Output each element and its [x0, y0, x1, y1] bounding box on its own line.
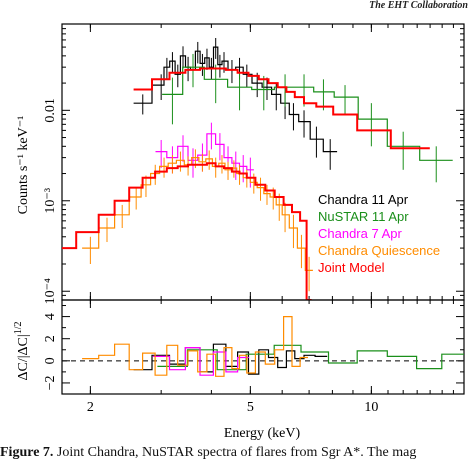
spectrum-y-axis-title: Counts s⁻¹ keV⁻¹ [16, 116, 31, 215]
residual-y-tick-label: 0 [43, 357, 58, 364]
legend-entry-chandra-quiescence: Chandra Quiescence [318, 243, 440, 258]
y-tick-label: 10⁻³ [43, 188, 58, 214]
x-tick-label: 5 [247, 400, 254, 415]
residual-y-tick-label: 4 [43, 313, 58, 320]
x-tick-label: 10 [364, 400, 378, 415]
series-joint-model [133, 67, 430, 150]
legend: Chandra 11 Apr NuSTAR 11 Apr Chandra 7 Apr… [318, 192, 440, 275]
data-step-line [162, 66, 453, 161]
page-header-fragment: The EHT Collaboration [369, 0, 468, 11]
residuals-frame [61, 299, 465, 395]
y-tick-label: 10⁻⁴ [43, 278, 58, 304]
spectrum-frame [61, 23, 465, 301]
caption-text: Joint Chandra, NuSTAR spectra of flares … [53, 445, 417, 460]
residuals-panel: 2 5 10 4 2 0 −2 [43, 299, 465, 415]
residual-y-tick-label: −2 [43, 375, 58, 390]
residual-series-chandra-quiescence [82, 316, 308, 377]
x-tick-label: 2 [87, 400, 94, 415]
y-tick-label: 0.01 [43, 98, 58, 123]
residuals-y-axis-title: ΔC/|ΔC|1/2 [13, 322, 31, 381]
residual-series-nustar-11-apr [157, 344, 464, 371]
residual-step-line [157, 344, 464, 371]
spectrum-panel: 0.01 10⁻³ 10⁻⁴ [43, 23, 465, 304]
residual-y-tick-label: 2 [43, 335, 58, 342]
model-line [133, 67, 430, 150]
legend-entry-chandra-7-apr: Chandra 7 Apr [318, 226, 403, 241]
legend-entry-chandra-11-apr: Chandra 11 Apr [318, 192, 409, 207]
series-nustar-11-apr [162, 53, 453, 183]
caption-prefix: Figure 7. [0, 445, 54, 460]
figure-caption: Figure 7. Joint Chandra, NuSTAR spectra … [0, 445, 416, 461]
data-step-line [82, 157, 313, 271]
x-axis-title: Energy (keV) [224, 426, 301, 441]
residual-series-chandra-7-apr [152, 347, 249, 376]
residual-step-line [82, 316, 308, 377]
model-line [62, 162, 312, 300]
residuals-y-axis-title-main: ΔC/|ΔC| [16, 334, 31, 380]
residual-step-line [152, 347, 249, 376]
legend-entry-nustar-11-apr: NuSTAR 11 Apr [318, 209, 409, 224]
series-chandra-quiescence [82, 149, 313, 292]
residuals-y-axis-title-sup: 1/2 [13, 322, 24, 335]
data-step-line [133, 46, 338, 153]
legend-entry-joint-model: Joint Model [318, 260, 385, 275]
series-joint-model-quiescence [62, 162, 312, 300]
